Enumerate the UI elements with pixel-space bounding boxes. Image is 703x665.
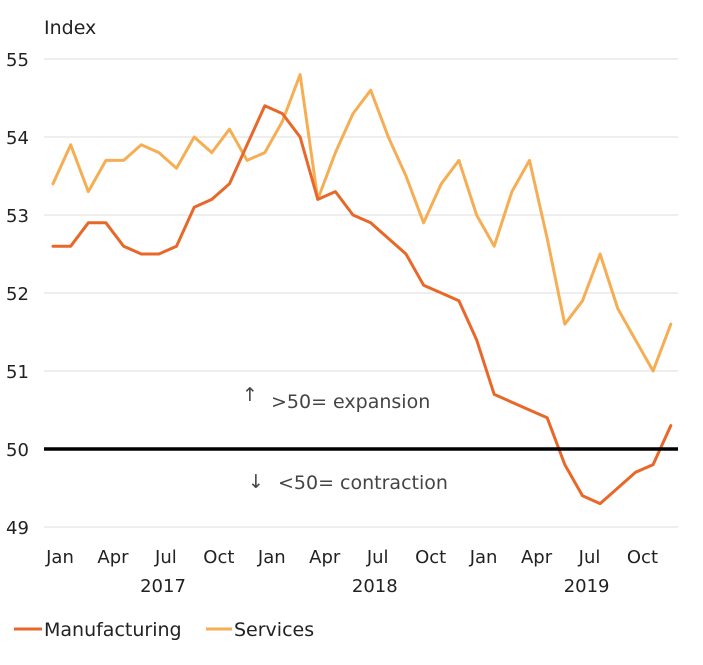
expansion-arrow-icon: ↑ (242, 384, 258, 406)
legend-label-manufacturing: Manufacturing (44, 619, 182, 641)
y-tick-label: 52 (6, 284, 29, 305)
x-tick-label: Jul (154, 547, 177, 568)
y-tick-label: 49 (6, 518, 29, 539)
y-tick-label: 55 (6, 50, 29, 71)
y-tick-label: 54 (6, 128, 29, 149)
expansion-text: >50= expansion (271, 391, 430, 413)
x-tick-label: Oct (203, 547, 234, 568)
x-tick-label: Apr (309, 547, 341, 568)
x-tick-label: Jan (45, 547, 74, 568)
series-lines (51, 73, 673, 506)
y-unit-label: Index (44, 17, 96, 39)
contraction-text: <50= contraction (278, 472, 448, 494)
x-tick-label: Jul (366, 547, 389, 568)
x-tick-label: Jan (469, 547, 498, 568)
contraction-annotation: ↓ <50= contraction (248, 471, 448, 494)
contraction-arrow-icon: ↓ (248, 471, 264, 493)
x-year-label: 2019 (564, 576, 610, 597)
y-tick-label: 51 (6, 362, 29, 383)
x-year-label: 2017 (140, 576, 186, 597)
y-tick-label: 53 (6, 206, 29, 227)
legend-label-services: Services (234, 619, 314, 641)
legend-item-manufacturing: Manufacturing (14, 619, 182, 641)
expansion-annotation: ↑ >50= expansion (242, 384, 430, 413)
x-tick-label: Apr (97, 547, 129, 568)
x-tick-label: Jan (257, 547, 286, 568)
x-tick-label: Oct (627, 547, 658, 568)
y-tick-label: 50 (6, 440, 29, 461)
y-axis-tick-labels: 49 50 51 52 53 54 55 (6, 50, 29, 539)
x-tick-label: Jul (578, 547, 601, 568)
series-line-services (51, 73, 673, 373)
x-axis-tick-labels: Jan Apr Jul Oct Jan Apr Jul Oct Jan Apr Jul Oct (45, 547, 658, 568)
x-axis-year-labels: 2017 2018 2019 (140, 576, 609, 597)
x-tick-label: Oct (415, 547, 446, 568)
grid-lines (44, 58, 678, 528)
x-tick-label: Apr (521, 547, 553, 568)
legend: Manufacturing Services (14, 619, 314, 641)
series-line-manufacturing (51, 104, 673, 506)
legend-item-services: Services (206, 619, 314, 641)
x-year-label: 2018 (352, 576, 398, 597)
